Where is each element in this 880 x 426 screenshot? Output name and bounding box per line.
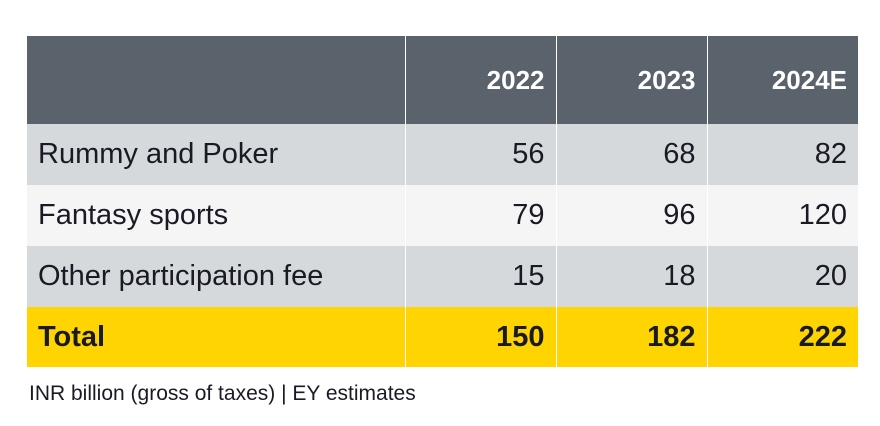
table-cell: 96 bbox=[555, 185, 707, 246]
table-cell: 120 bbox=[706, 185, 858, 246]
total-row: Total 150 182 222 bbox=[27, 307, 858, 367]
table-cell: 20 bbox=[706, 246, 858, 307]
table-cell: 68 bbox=[555, 124, 707, 185]
header-cell-2023: 2023 bbox=[555, 36, 707, 124]
total-cell: 222 bbox=[706, 307, 858, 367]
header-cell-2022: 2022 bbox=[404, 36, 556, 124]
row-label: Fantasy sports bbox=[38, 199, 229, 231]
table-cell: 79 bbox=[404, 185, 556, 246]
total-label: Total bbox=[38, 320, 106, 353]
row-label: Other participation fee bbox=[38, 260, 324, 292]
row-label: Rummy and Poker bbox=[38, 138, 279, 170]
table-cell: 82 bbox=[706, 124, 858, 185]
header-cell-2024e: 2024E bbox=[706, 36, 858, 124]
footnote: INR billion (gross of taxes) | EY estima… bbox=[29, 382, 416, 405]
total-cell: 182 bbox=[555, 307, 707, 367]
table-header-row: 2022 2023 2024E bbox=[27, 36, 858, 124]
table-cell: 56 bbox=[404, 124, 556, 185]
table-cell: 15 bbox=[404, 246, 556, 307]
data-table: 2022 2023 2024E Rummy and Poker 56 68 82… bbox=[27, 36, 858, 367]
total-cell: 150 bbox=[404, 307, 556, 367]
table-row: Rummy and Poker 56 68 82 bbox=[27, 124, 858, 185]
table-row: Fantasy sports 79 96 120 bbox=[27, 185, 858, 246]
table-row: Other participation fee 15 18 20 bbox=[27, 246, 858, 307]
header-cell-label bbox=[27, 36, 405, 124]
table-cell: 18 bbox=[555, 246, 707, 307]
